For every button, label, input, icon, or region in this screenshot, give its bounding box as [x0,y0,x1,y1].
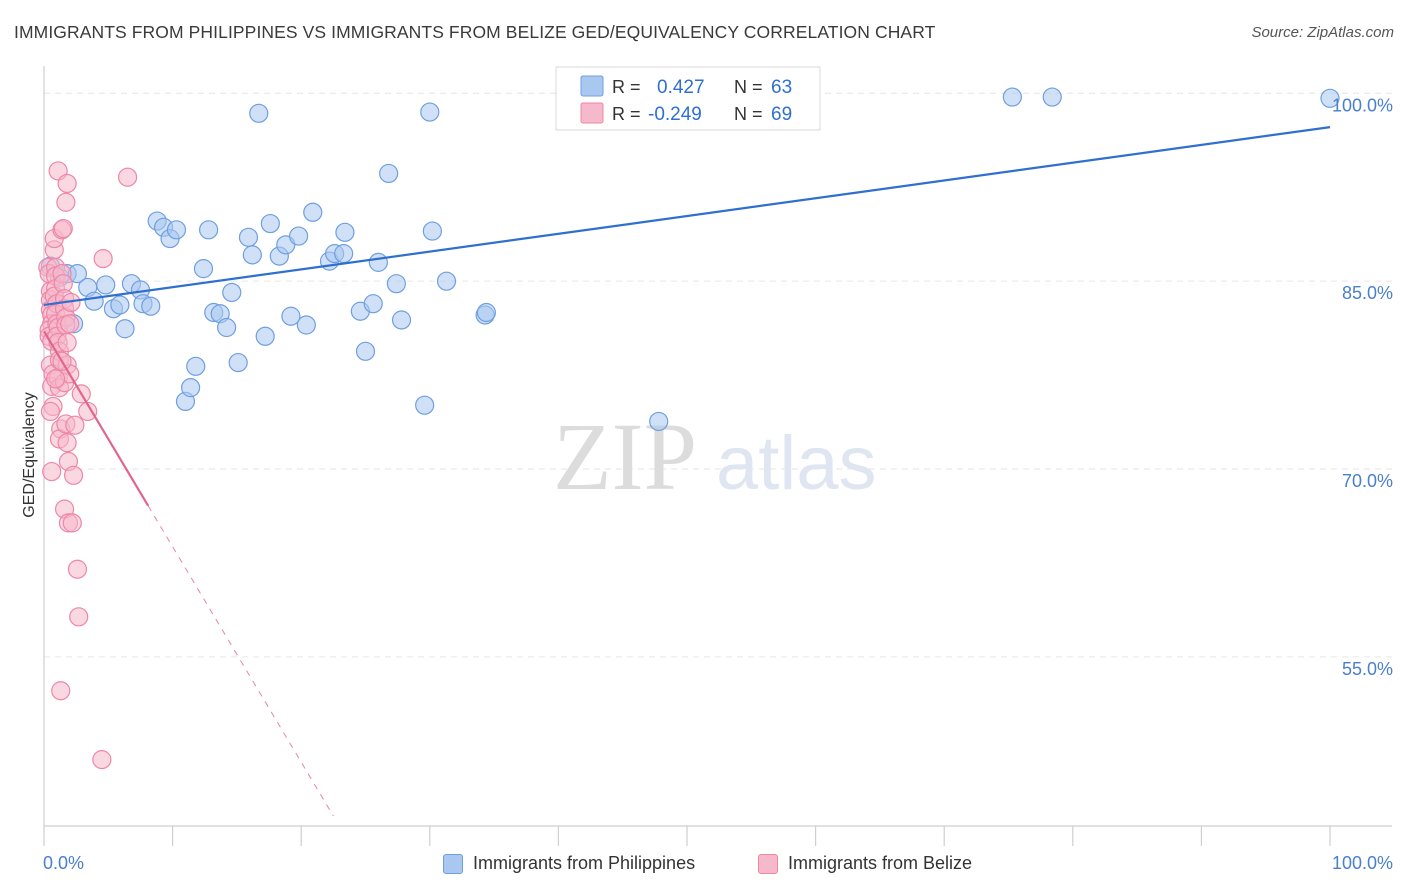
data-point-belize [40,401,61,422]
data-point-philippines [255,326,275,346]
data-point-belize [57,332,77,353]
data-point-belize [69,607,89,627]
y-tick-label: 100.0% [1332,95,1393,115]
watermark-zip: ZIP [553,403,697,510]
chart-title: IMMIGRANTS FROM PHILIPPINES VS IMMIGRANT… [14,22,936,42]
data-point-philippines [238,227,259,247]
watermark: ZIP atlas [553,403,877,510]
data-point-belize [57,173,77,194]
data-point-belize [42,461,62,482]
data-point-philippines [222,282,242,303]
legend-n-label-2: N = [734,104,763,124]
legend-swatch-philippines [580,75,604,97]
data-point-belize [60,314,80,334]
legend-n-value-1: 63 [771,77,792,98]
y-tick-label: 85.0% [1342,283,1393,303]
data-point-belize [57,433,77,453]
data-point-belize [53,218,73,239]
data-point-philippines [166,220,187,240]
data-point-philippines [1002,87,1022,107]
series-legend: Immigrants from Philippines Immigrants f… [0,850,1406,880]
data-point-philippines [335,222,355,242]
data-point-philippines [422,221,442,241]
axes [43,66,1392,846]
data-point-belize [93,249,113,269]
correlation-legend: R = 0.427 N = 63 R = -0.249 N = 69 [555,66,821,131]
legend-item-belize: Immigrants from Belize [758,853,972,874]
legend-item-philippines: Immigrants from Philippines [443,853,695,874]
data-point-philippines [379,163,399,184]
data-point-philippines [1320,88,1340,108]
data-point-philippines [141,296,161,316]
data-point-philippines [242,245,262,265]
data-point-belize [45,369,66,389]
data-point-belize [51,681,71,701]
tick-labels: 55.0% 70.0% 85.0% 100.0% 0.0% 100.0% [43,95,1393,873]
legend-r-value-2: -0.249 [648,104,702,125]
data-point-philippines [260,213,280,234]
data-point-philippines [110,295,130,315]
trend-line-belize [43,330,150,507]
data-point-philippines [199,220,219,240]
legend-r-label-2: R = [612,104,641,124]
data-point-philippines [1042,87,1062,107]
legend-swatch-belize [580,102,604,124]
legend-swatch [758,853,778,874]
data-point-philippines [355,341,376,361]
watermark-atlas: atlas [716,421,877,506]
trend-line-extension-belize [147,505,334,817]
data-point-belize [56,192,76,212]
data-point-philippines [296,315,316,335]
data-point-philippines [436,271,457,291]
legend-n-value-2: 69 [771,104,792,125]
data-point-philippines [368,252,388,272]
x-tick-label: 0.0% [43,853,84,873]
data-point-philippines [217,317,237,338]
x-tick-label: 100.0% [1332,853,1393,873]
data-point-philippines [391,310,412,330]
data-point-philippines [420,102,440,122]
gridlines [44,92,1392,658]
source-credit: Source: ZipAtlas.com [1251,24,1394,41]
data-point-belize [117,167,138,187]
data-point-belize [63,465,84,485]
legend-label-belize: Immigrants from Belize [788,853,973,873]
data-point-philippines [363,294,383,314]
data-points [38,87,1340,770]
data-point-philippines [386,274,406,294]
data-point-belize [62,513,82,533]
data-point-philippines [649,411,669,432]
legend-label-philippines: Immigrants from Philippines [473,853,696,873]
legend-r-label-1: R = [612,77,641,97]
data-point-philippines [415,395,435,415]
legend-r-value-1: 0.427 [657,77,705,98]
y-axis-label: GED/Equivalency [21,392,38,517]
data-point-philippines [281,306,301,326]
legend-n-label-1: N = [734,77,763,97]
data-point-philippines [249,103,269,123]
data-point-belize [65,415,85,435]
trend-line-philippines [43,126,1331,307]
data-point-philippines [181,378,201,398]
trend-lines [43,126,1331,817]
data-point-philippines [334,244,354,264]
data-point-philippines [303,202,323,222]
y-tick-label: 70.0% [1342,471,1393,491]
data-point-philippines [228,352,248,373]
y-tick-label: 55.0% [1342,659,1393,679]
legend-swatch [443,853,463,874]
data-point-belize [92,750,112,770]
data-point-philippines [186,356,206,376]
data-point-philippines [84,291,104,311]
data-point-philippines [193,259,214,279]
data-point-belize [67,559,88,579]
data-point-philippines [476,302,496,323]
data-point-philippines [289,226,309,246]
data-point-philippines [115,319,135,339]
data-point-philippines [96,275,116,295]
